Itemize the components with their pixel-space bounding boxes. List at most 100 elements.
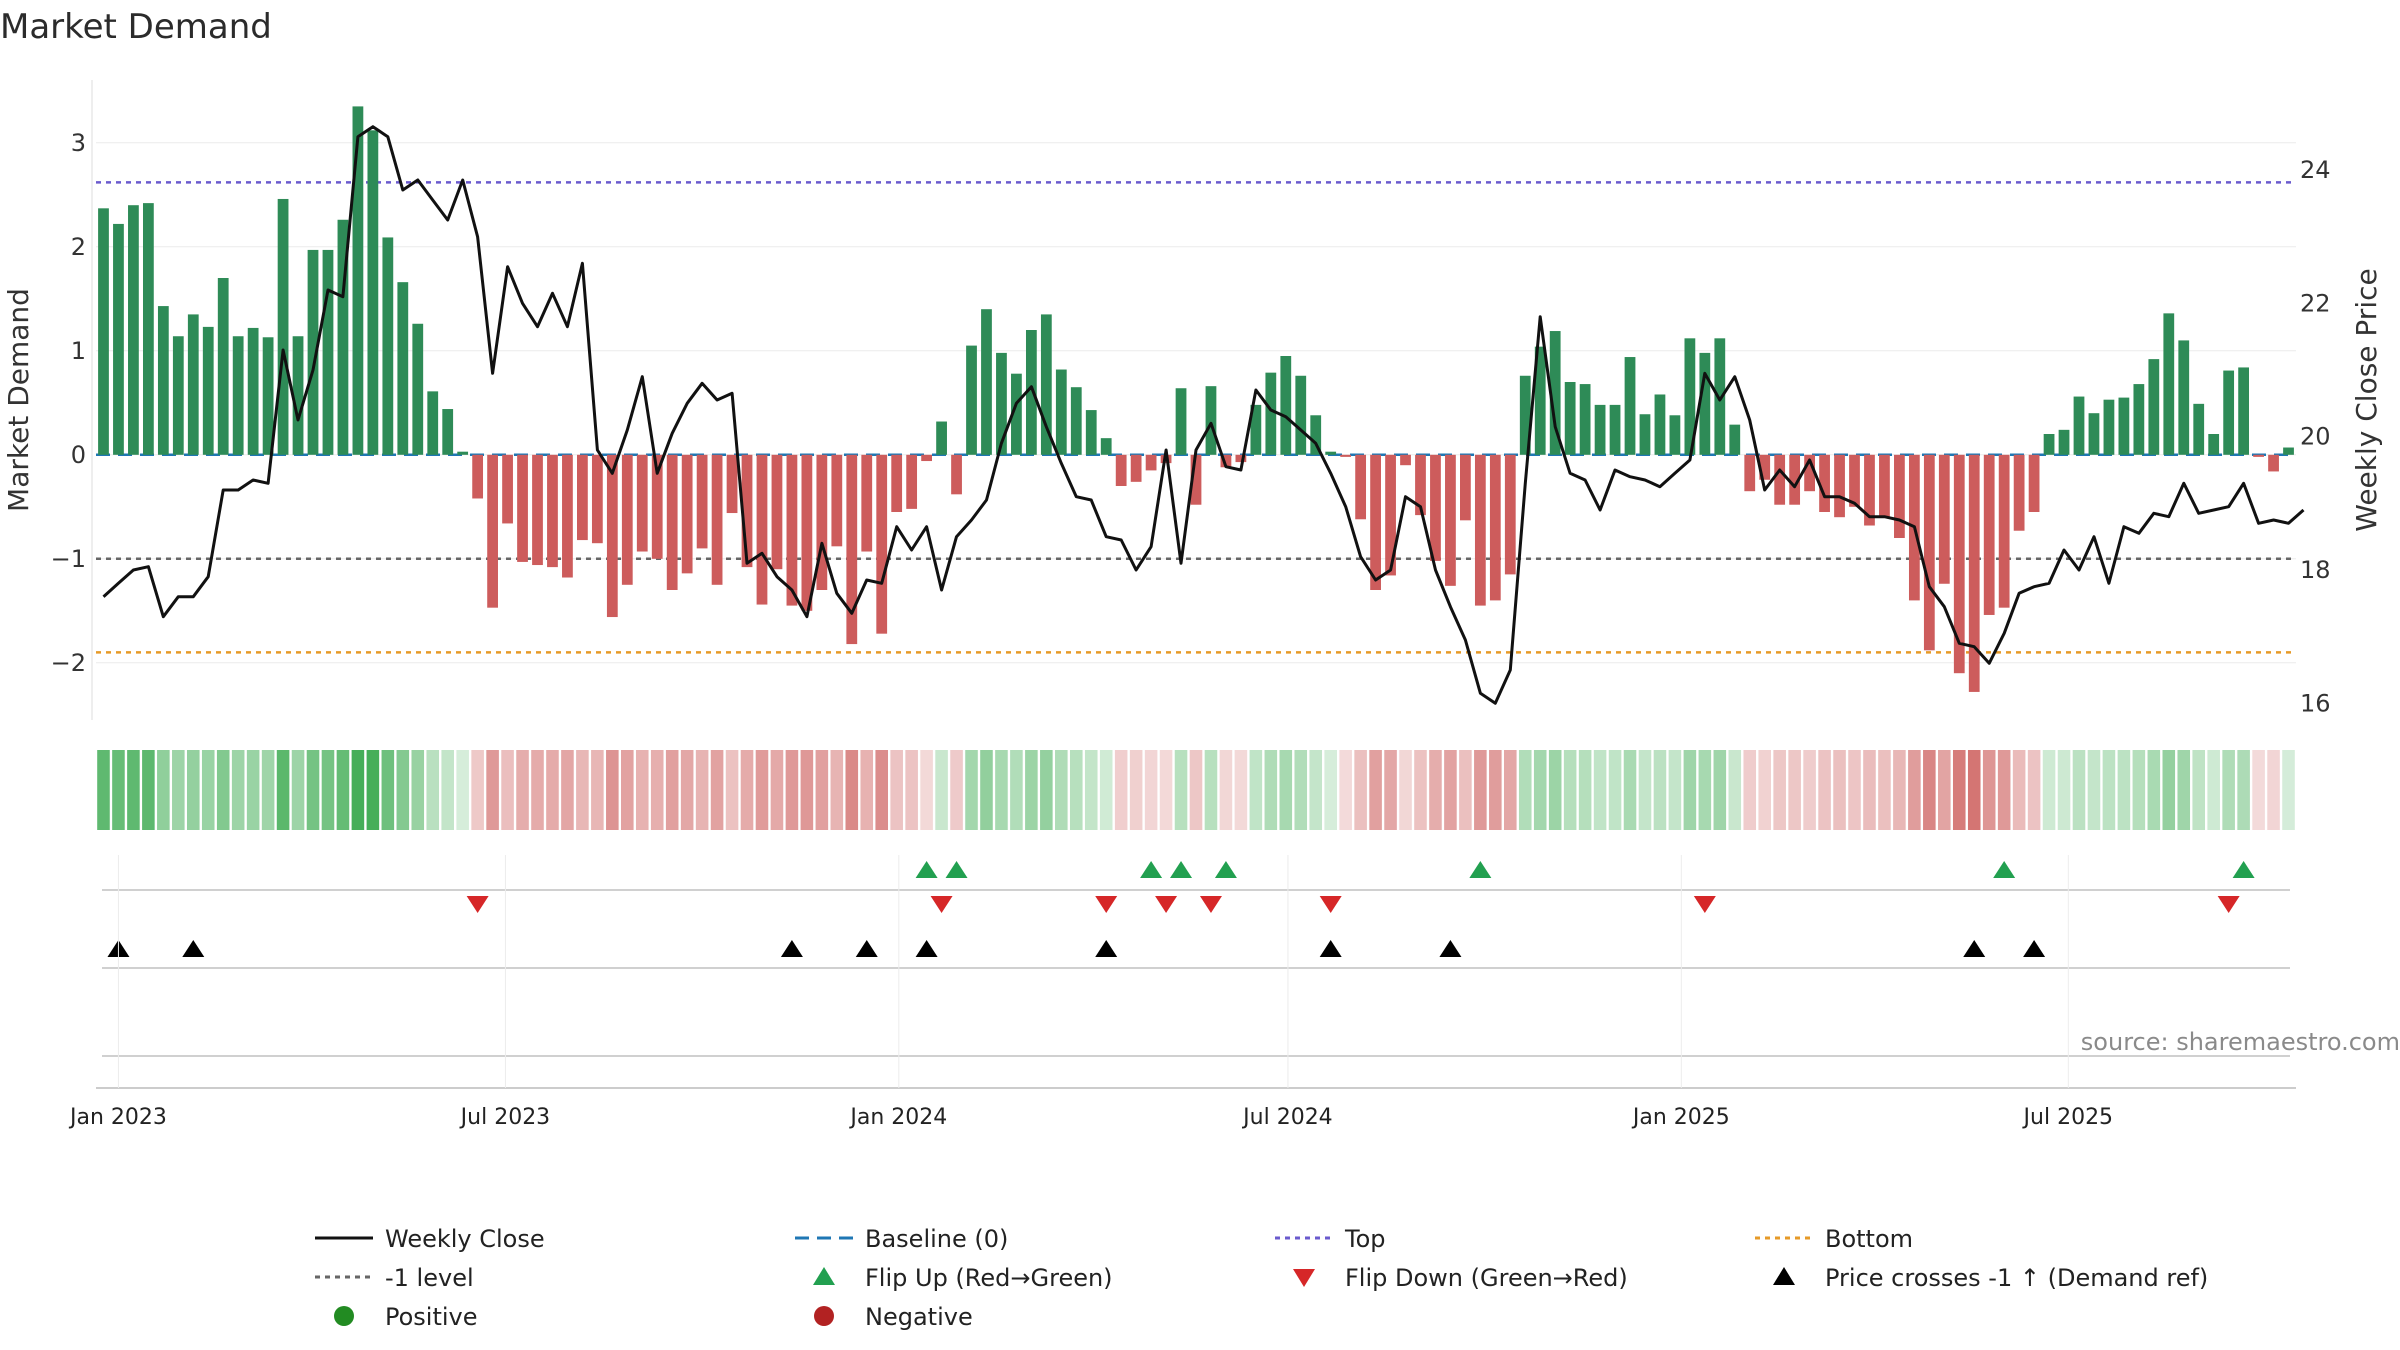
heat-cell <box>2222 750 2235 830</box>
demand-bar <box>128 205 139 455</box>
heat-cell <box>2207 750 2220 830</box>
demand-bar <box>2088 413 2100 455</box>
heat-cell <box>1698 750 1712 830</box>
heat-cell <box>1683 750 1697 830</box>
demand-bar <box>1549 331 1561 455</box>
heat-cell <box>1548 750 1562 830</box>
heat-cell <box>2282 750 2295 830</box>
heat-cell <box>1414 750 1427 830</box>
demand-bar <box>113 223 124 455</box>
demand-bar <box>1923 454 1935 651</box>
demand-bar <box>442 409 454 455</box>
heat-cell <box>635 750 649 830</box>
heat-cell <box>411 750 425 830</box>
legend-item: Top <box>1275 1225 1386 1253</box>
legend-item: -1 level <box>315 1264 474 1292</box>
heat-cell <box>1324 750 1337 830</box>
demand-bar <box>1460 454 1471 521</box>
demand-bar <box>277 198 289 455</box>
heat-cell <box>1459 750 1472 830</box>
demand-bar <box>577 454 588 541</box>
demand-bar <box>1011 373 1022 455</box>
legend-swatch <box>1293 1269 1315 1287</box>
flip-down-marker <box>930 896 953 913</box>
y2-tick-label: 20 <box>2300 423 2331 451</box>
heat-cell <box>1863 750 1876 830</box>
heat-cell <box>441 750 454 830</box>
demand-bar <box>1130 454 1142 482</box>
flip-up-marker <box>915 861 938 878</box>
demand-bar <box>487 454 498 608</box>
demand-bar <box>1295 375 1307 455</box>
flip-up-marker <box>1214 861 1237 878</box>
demand-bar <box>1834 454 1845 518</box>
heat-cell <box>1908 750 1921 830</box>
legend-item: Weekly Close <box>315 1225 545 1253</box>
demand-bar <box>1819 454 1830 512</box>
heat-cell <box>965 750 978 830</box>
price-cross-marker <box>915 940 938 957</box>
demand-bar <box>1594 404 1606 455</box>
legend-item: Baseline (0) <box>795 1225 1008 1253</box>
heat-cell <box>2252 750 2265 830</box>
heat-cell <box>1249 750 1263 830</box>
heat-cell <box>426 750 440 830</box>
source-credit: source: sharemaestro.com <box>2081 1028 2400 1056</box>
demand-bar <box>891 454 903 512</box>
demand-bar <box>801 454 813 611</box>
demand-bar <box>1998 454 2010 608</box>
demand-bar <box>726 454 738 514</box>
heat-cell <box>1878 750 1891 830</box>
heat-cell <box>1309 750 1323 830</box>
y-tick-label: −2 <box>51 649 86 677</box>
heat-cell <box>1025 750 1038 830</box>
heat-cell <box>920 750 933 830</box>
heat-cell <box>2042 750 2056 830</box>
heat-cell <box>97 750 110 830</box>
demand-bar <box>1519 375 1531 455</box>
heat-cell <box>1758 750 1771 830</box>
heat-cell <box>186 750 200 830</box>
heat-cell <box>1728 750 1742 830</box>
heat-cell <box>501 750 514 830</box>
demand-bar <box>232 336 244 455</box>
demand-bar <box>696 454 708 549</box>
demand-bar <box>457 451 469 455</box>
x-tick-label: Jul 2024 <box>1241 1105 1333 1130</box>
heat-cell <box>336 750 350 830</box>
heat-cell <box>800 750 814 830</box>
legend-label: Price crosses -1 ↑ (Demand ref) <box>1825 1264 2208 1292</box>
heat-cell <box>2027 750 2041 830</box>
demand-bar <box>711 454 723 585</box>
heat-cell <box>1773 750 1786 830</box>
demand-bar <box>1953 454 1965 674</box>
tick-labels: 3 2 1 0 −1 −2 24 22 20 18 16 <box>51 129 2331 718</box>
price-cross-marker <box>1095 940 1118 957</box>
demand-bar <box>472 454 484 499</box>
legend-label: Flip Up (Red→Green) <box>865 1264 1113 1292</box>
demand-bar <box>1265 372 1277 455</box>
heat-cell <box>1563 750 1577 830</box>
flip-down-marker <box>2217 896 2240 913</box>
heat-cell <box>2267 750 2280 830</box>
heat-cell <box>1369 750 1382 830</box>
demand-bar <box>187 314 199 455</box>
event-markers <box>102 861 2290 1057</box>
flip-down-marker <box>1319 896 1342 913</box>
demand-bar <box>966 345 977 455</box>
heat-cell <box>201 750 215 830</box>
demand-bar <box>1684 338 1696 455</box>
heat-cell <box>456 750 469 830</box>
demand-bar <box>98 208 109 455</box>
heat-cell <box>1099 750 1113 830</box>
heat-cell <box>1204 750 1218 830</box>
flip-up-marker <box>1993 861 2016 878</box>
heat-cell <box>2087 750 2101 830</box>
flip-up-marker <box>2232 861 2255 878</box>
demand-bar <box>666 454 678 590</box>
heat-cell <box>1923 750 1936 830</box>
demand-bar <box>1968 454 1980 692</box>
heat-cell <box>1010 750 1023 830</box>
heat-cell <box>112 750 125 830</box>
demand-bar <box>2043 434 2055 455</box>
